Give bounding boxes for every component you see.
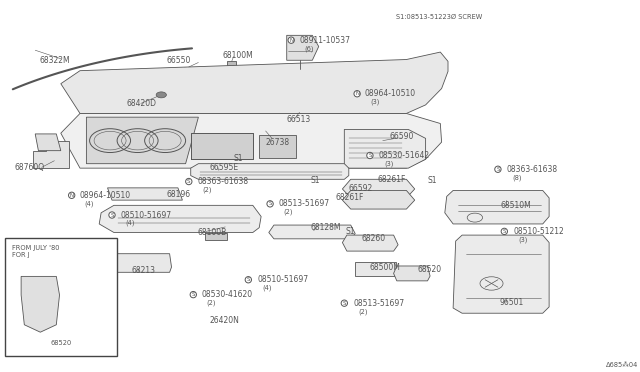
Text: 08964-10510: 08964-10510 (365, 89, 416, 98)
Text: 68322M: 68322M (40, 56, 70, 65)
Text: (4): (4) (262, 285, 272, 291)
Text: 68420D: 68420D (127, 99, 157, 108)
Text: 66513: 66513 (287, 115, 311, 124)
Text: 66595E: 66595E (210, 163, 239, 172)
Text: 68500M: 68500M (370, 263, 401, 272)
Text: S1: S1 (310, 176, 320, 185)
Text: FROM JULY '80
FOR J: FROM JULY '80 FOR J (12, 245, 59, 258)
Text: 68520: 68520 (417, 265, 442, 274)
Polygon shape (191, 164, 349, 179)
Text: 68260: 68260 (362, 234, 386, 243)
Text: S1: S1 (428, 176, 437, 185)
Text: 68196: 68196 (166, 190, 191, 199)
Polygon shape (259, 135, 296, 158)
Text: 68261F: 68261F (378, 175, 406, 184)
Text: 26738: 26738 (266, 138, 290, 147)
Text: (4): (4) (125, 220, 135, 227)
Text: S1: S1 (346, 227, 355, 236)
Polygon shape (287, 35, 319, 60)
Text: S1: S1 (234, 154, 243, 163)
Polygon shape (227, 61, 236, 67)
Text: 08530-51642: 08530-51642 (379, 151, 430, 160)
Text: 66550: 66550 (166, 56, 191, 65)
Text: 68261F: 68261F (336, 193, 364, 202)
Text: 68760Q: 68760Q (14, 163, 44, 172)
Polygon shape (86, 117, 198, 164)
Text: 08510-51212: 08510-51212 (513, 227, 564, 236)
Text: (2): (2) (202, 186, 212, 193)
Text: N: N (289, 38, 293, 43)
Text: S: S (246, 277, 250, 282)
Polygon shape (394, 266, 430, 281)
Text: (4): (4) (84, 200, 94, 207)
Text: 68100M: 68100M (223, 51, 253, 60)
Polygon shape (205, 232, 227, 240)
Text: 68100B: 68100B (197, 228, 227, 237)
Text: 08363-61638: 08363-61638 (507, 165, 558, 174)
Text: 08911-10537: 08911-10537 (300, 36, 351, 45)
Text: 08513-51697: 08513-51697 (278, 199, 330, 208)
Polygon shape (35, 134, 61, 151)
Text: (2): (2) (358, 308, 368, 315)
Text: (6): (6) (305, 45, 314, 52)
Text: 66590: 66590 (389, 132, 413, 141)
Text: S: S (342, 301, 346, 306)
Polygon shape (344, 129, 426, 168)
Text: N: N (70, 193, 74, 198)
Text: 66592: 66592 (349, 185, 373, 193)
Text: 26420N: 26420N (210, 316, 240, 325)
Text: 08530-41620: 08530-41620 (202, 290, 253, 299)
Polygon shape (99, 205, 261, 232)
Polygon shape (33, 141, 69, 168)
Text: (3): (3) (384, 160, 394, 167)
Polygon shape (355, 262, 396, 276)
Text: S: S (502, 229, 506, 234)
Text: N: N (355, 91, 359, 96)
Polygon shape (342, 190, 415, 209)
Polygon shape (108, 188, 182, 200)
Text: S: S (268, 201, 272, 206)
Text: S: S (110, 212, 114, 218)
Polygon shape (445, 190, 549, 224)
Polygon shape (184, 67, 195, 71)
Text: S1:08513-51223Ø SCREW: S1:08513-51223Ø SCREW (396, 14, 482, 20)
Text: (2): (2) (207, 299, 216, 306)
Text: 68510M: 68510M (500, 201, 531, 210)
Circle shape (156, 92, 166, 98)
Text: Δ685⁂04: Δ685⁂04 (606, 362, 639, 368)
Polygon shape (191, 133, 253, 159)
Text: (2): (2) (284, 209, 293, 215)
Text: 96501: 96501 (499, 298, 524, 307)
Text: 08363-61638: 08363-61638 (197, 177, 248, 186)
Text: (3): (3) (370, 99, 380, 105)
Text: 08510-51697: 08510-51697 (257, 275, 308, 284)
Text: S: S (368, 153, 372, 158)
Text: S: S (496, 167, 500, 172)
Polygon shape (342, 235, 398, 251)
Text: 68213: 68213 (131, 266, 155, 275)
Text: S: S (187, 179, 191, 184)
Text: (3): (3) (518, 236, 528, 243)
Polygon shape (61, 113, 442, 168)
Text: 08513-51697: 08513-51697 (353, 299, 404, 308)
Bar (5, 238, 117, 356)
Text: (8): (8) (512, 174, 522, 181)
Text: 68128M: 68128M (310, 223, 341, 232)
Polygon shape (21, 276, 60, 332)
Polygon shape (61, 52, 448, 113)
Polygon shape (269, 225, 355, 239)
Text: 08964-10510: 08964-10510 (79, 191, 131, 200)
Polygon shape (342, 179, 415, 198)
Text: 68520: 68520 (51, 340, 72, 346)
Polygon shape (106, 254, 172, 272)
Text: S: S (191, 292, 195, 297)
Text: 08510-51697: 08510-51697 (120, 211, 172, 219)
Polygon shape (453, 235, 549, 313)
